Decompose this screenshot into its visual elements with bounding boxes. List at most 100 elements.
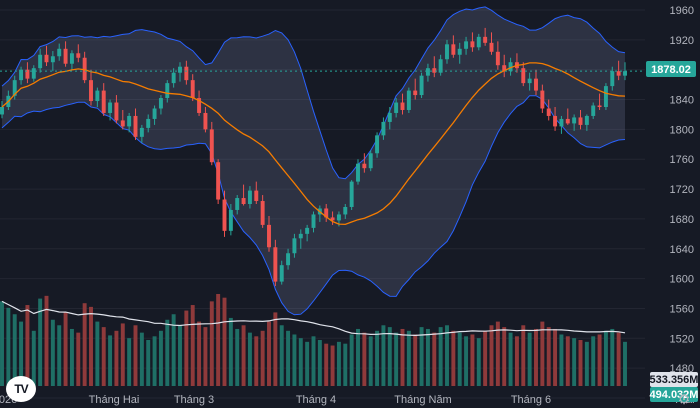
candle-body [222,199,227,231]
volume-bar [565,336,570,386]
volume-bar [171,314,176,386]
volume-bar [44,295,49,386]
volume-bar [273,312,278,386]
volume-bar [508,332,513,386]
candle-body [178,66,182,73]
volume-bar [57,325,62,386]
candle-body [381,121,386,136]
volume-bar [108,335,113,386]
candle-body [12,80,17,96]
volume-bar [241,325,246,386]
volume-bar [184,310,189,386]
volume-bar [279,325,284,386]
candle-body [324,208,329,218]
volume-bar [127,338,132,386]
volume-bar [336,341,341,386]
candle-body [546,108,551,116]
volume-bar [400,328,405,386]
candle-body [152,108,157,119]
candle-body [76,53,81,58]
candle-body [368,153,373,169]
candle-body [279,265,284,282]
volume-bar [375,330,380,386]
candle-body [553,115,558,127]
volume-bar [470,334,475,386]
candle-body [527,78,532,84]
candlesticks [0,27,627,287]
volume-bar [394,332,399,386]
candle-body [273,247,278,282]
volume-bar [146,340,151,386]
volume-bar [451,330,456,386]
candle-body [565,118,570,124]
volume-bar [464,336,469,386]
candle-body [25,69,30,79]
candle-body [146,118,151,128]
volume-bar [247,332,252,386]
volume-bar [222,297,227,386]
candle-body [476,36,481,48]
volume-bar [0,301,4,386]
volume-bar [381,325,386,386]
volume-bar [38,298,43,386]
volume-bar [267,321,271,386]
candle-body [394,102,399,113]
candle-body [616,71,621,76]
volume-bar [50,319,55,386]
candle-body [591,105,596,116]
volume-bar [546,327,551,386]
volume-bar [165,319,170,386]
candle-body [343,206,348,215]
volume-bar [330,345,335,386]
candle-body [190,80,195,99]
candle-body [311,214,316,228]
candle-body [572,117,577,124]
volume-bar [286,330,291,386]
last-price-label: 1878.02 [651,64,691,76]
volume-bar [95,321,100,386]
candle-body [139,127,144,137]
candle-body [610,71,615,87]
candle-body [44,54,49,63]
gear-icon[interactable]: ⚙ [677,391,691,407]
y-tick-label: 1840 [670,95,694,107]
volume-bar [203,327,208,386]
volume-bar [623,341,627,386]
candle-body [63,48,68,64]
upper-band [1,6,626,180]
band-fill [2,6,625,315]
candle-body [267,224,271,248]
volume-bar [476,338,481,386]
volume-bar [387,327,392,386]
volume-bar [349,334,354,386]
candle-body [127,115,132,127]
volume-bar [152,336,157,386]
candle-body [584,115,589,125]
volume-bar [260,330,265,386]
volume-bar [356,328,360,386]
volume-bar [540,321,545,386]
volume-bar [133,325,138,386]
volume-bar [19,321,24,386]
tradingview-logo[interactable]: TV [6,376,36,402]
volume-bar [216,294,221,386]
candle-body [50,56,55,63]
volume-bar [553,328,558,386]
volume-bar [228,317,233,386]
volume-bar [120,323,125,386]
y-tick-label: 1560 [670,303,694,315]
candle-body [101,90,106,113]
candle-body [330,217,335,221]
volume-bar [483,330,488,386]
candle-body [483,36,488,43]
candle-body [209,129,214,163]
candle-body [425,68,430,76]
volume-bar [12,314,17,386]
y-tick-label: 1960 [670,5,694,17]
candle-body [464,41,469,49]
candle-body [349,181,354,207]
candle-body [114,102,119,121]
volume-bar [178,325,182,386]
candle-body [133,115,138,137]
